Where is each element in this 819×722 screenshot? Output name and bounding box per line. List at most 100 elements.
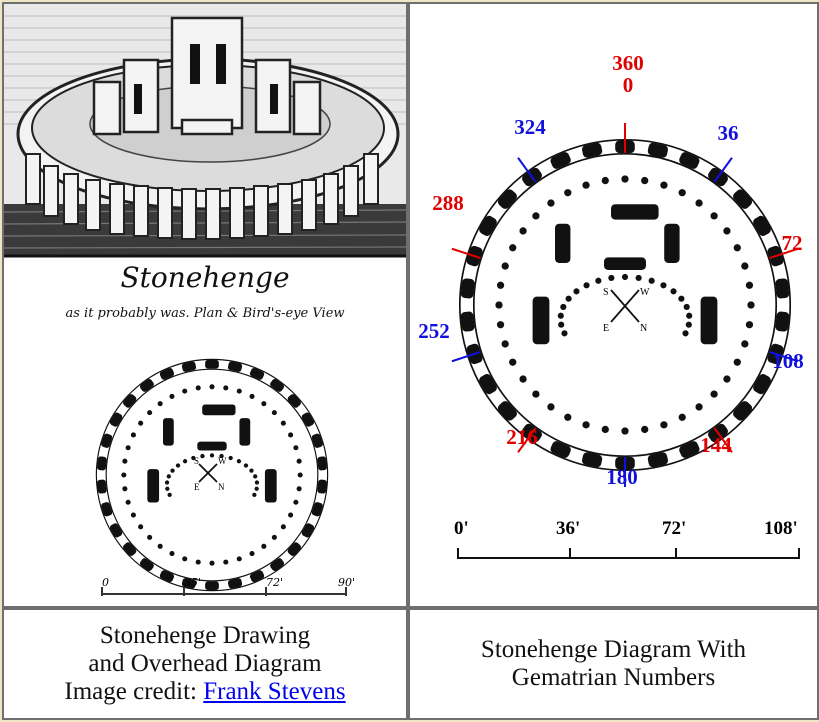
trilithon-stone: [239, 418, 251, 446]
bluestone-circle-stone: [745, 281, 754, 289]
bluestone-circle-stone: [501, 262, 509, 270]
bluestone-horseshoe-stone: [608, 274, 615, 282]
trilithon-stone: [532, 296, 550, 345]
sarsen-stone: [301, 523, 315, 538]
drawing-title: Stonehenge: [120, 261, 289, 294]
bluestone-circle-stone: [621, 175, 629, 183]
bluestone-circle-stone: [288, 432, 294, 438]
gematria-label: 72: [782, 231, 803, 255]
image-credit-label: Image credit:: [64, 678, 204, 705]
bluestone-horseshoe-stone: [166, 474, 171, 479]
bluestone-circle-stone: [271, 534, 277, 540]
compass-left-e: E: [194, 482, 200, 492]
sarsen-stone: [479, 215, 497, 236]
bluestone-circle-stone: [678, 413, 686, 421]
scale-right-72: 72': [662, 518, 686, 539]
bluestone-circle-stone: [723, 375, 731, 383]
sarsen-stone: [479, 374, 497, 395]
scale-left-90: 90': [338, 576, 355, 589]
sarsen-stone: [249, 570, 265, 583]
bluestone-circle-stone: [223, 385, 229, 391]
sarsen-stone: [311, 433, 323, 448]
bluestone-circle-stone: [249, 393, 255, 399]
caption-right: Stonehenge Diagram With Gematrian Number…: [408, 608, 819, 720]
stevens-drawing-cell: Stonehenge as it probably was. Plan & Bi…: [2, 2, 408, 608]
compass-right-s: S: [603, 287, 609, 298]
gematria-tick: [517, 157, 537, 183]
sarsen-stone: [205, 359, 219, 369]
bluestone-horseshoe-stone: [583, 282, 590, 289]
gematria-tick: [769, 247, 799, 259]
bluestone-circle-stone: [157, 401, 163, 407]
compass-rose-left: [198, 463, 218, 483]
bluestone-horseshoe-stone: [249, 468, 254, 473]
bluestone-circle-stone: [130, 512, 136, 518]
trilithon-stone: [555, 223, 571, 263]
bluestone-circle-stone: [745, 321, 754, 329]
bluestone-circle-stone: [236, 388, 242, 394]
caption-left: Stonehenge Drawing and Overhead Diagram …: [2, 608, 408, 720]
bluestone-circle-stone: [293, 499, 299, 505]
sarsen-stone: [311, 502, 323, 517]
sarsen-stone: [97, 479, 107, 494]
bluestone-horseshoe-stone: [167, 492, 172, 498]
birds-eye-sketch: [4, 4, 406, 258]
sarsen-stone: [97, 456, 107, 471]
bluestone-horseshoe-stone: [561, 330, 568, 337]
gematria-label: 180: [606, 465, 638, 489]
bluestone-circle-stone: [195, 559, 201, 565]
bluestone-circle-stone: [280, 524, 286, 530]
trilithon-stone: [664, 223, 680, 263]
sarsen-circle-inner-outline: [472, 152, 778, 458]
bluestone-horseshoe-stone: [252, 492, 257, 498]
sarsen-stone: [753, 374, 771, 395]
gematria-tick: [517, 427, 537, 453]
bluestone-circle-stone: [733, 358, 741, 366]
sarsen-stone: [139, 378, 154, 392]
bluestone-circle-stone: [169, 551, 175, 557]
sarsen-stone: [581, 452, 603, 468]
caption-left-line1: Stonehenge Drawing: [99, 622, 311, 649]
bluestone-horseshoe-stone: [635, 274, 642, 282]
compass-left-s: S: [194, 456, 199, 466]
gematria-label: 144: [700, 433, 732, 457]
bluestone-horseshoe-stone: [678, 295, 685, 302]
bluestone-circle-stone: [601, 425, 609, 434]
trilithon-stone: [202, 404, 236, 416]
bluestone-circle-stone: [182, 388, 188, 394]
sarsen-stone: [101, 502, 113, 517]
bluestone-horseshoe-stone: [560, 303, 567, 311]
sarsen-stone: [181, 361, 197, 372]
compass-right-e: E: [603, 323, 609, 334]
trilithon-stone: [147, 469, 160, 503]
frank-stevens-link[interactable]: Frank Stevens: [203, 678, 346, 705]
sarsen-circle-outline: [95, 358, 329, 592]
bluestone-circle-stone: [695, 403, 703, 411]
bluestone-horseshoe-stone: [200, 453, 205, 459]
drawing-subtitle: as it probably was. Plan & Bird's-eye Vi…: [65, 306, 344, 321]
sarsen-stone: [109, 412, 123, 427]
bluestone-circle-stone: [147, 410, 153, 416]
compass-right-n: N: [640, 323, 647, 334]
gematria-label: 288: [432, 191, 464, 215]
sarsen-stone: [753, 215, 771, 236]
bluestone-circle-stone: [122, 486, 128, 492]
bluestone-horseshoe-stone: [683, 303, 690, 311]
bluestone-circle-stone: [710, 212, 718, 220]
bluestone-circle-stone: [236, 556, 242, 562]
bluestone-circle-stone: [547, 199, 555, 207]
scale-right-108: 108': [764, 518, 798, 539]
sarsen-stone: [679, 152, 700, 169]
bluestone-circle-stone: [293, 445, 299, 451]
sarsen-stone: [647, 142, 669, 158]
compass-right-w: W: [640, 287, 650, 298]
bluestone-horseshoe-stone: [165, 486, 170, 491]
sarsen-stone: [270, 378, 285, 392]
sarsen-stone: [287, 394, 301, 408]
gematria-tick: [713, 157, 733, 183]
bluestone-circle-stone: [747, 301, 755, 309]
sarsen-stone: [249, 367, 265, 380]
sarsen-stone: [775, 311, 790, 332]
caption-left-line3: Image credit: Frank Stevens: [64, 678, 345, 706]
